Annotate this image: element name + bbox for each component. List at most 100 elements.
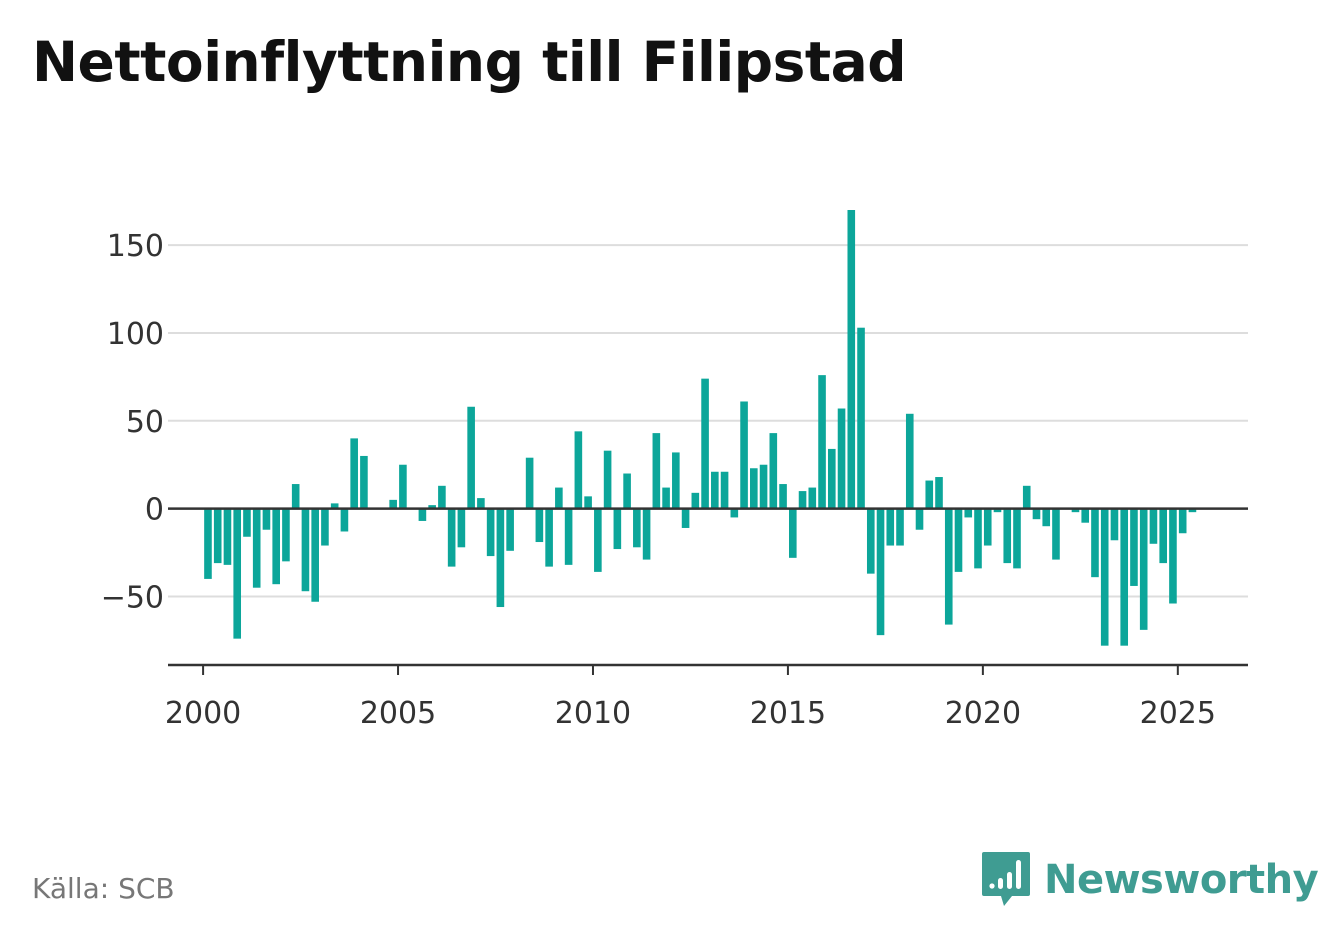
bar-2023-Q4 (1130, 508, 1138, 586)
bar-2000-Q2 (213, 508, 222, 564)
bar-2013-Q4 (740, 401, 748, 509)
bar-chart: −50 0 50 100 150 2000 2005 2010 2015 2020 2025 (101, 210, 1248, 731)
bar-2018-Q4 (935, 477, 943, 509)
bar-2020-Q3 (1003, 508, 1012, 564)
bar-2019-Q1 (944, 508, 953, 625)
bar-2020-Q2 (993, 508, 1002, 513)
bar-2007-Q2 (486, 508, 495, 557)
bar-2005-Q3 (418, 508, 427, 521)
bar-2021-Q3 (1042, 508, 1051, 527)
y-tick-label: 100 (107, 317, 164, 352)
bar-2011-Q3 (652, 433, 661, 509)
bar-2005-Q4 (428, 505, 436, 509)
bar-2014-Q1 (750, 468, 758, 509)
bar-2012-Q1 (672, 452, 680, 509)
bar-2019-Q2 (954, 508, 963, 572)
bar-2000-Q1 (204, 508, 212, 579)
bar-2003-Q3 (340, 508, 349, 532)
brand-name: Newsworthy (1044, 857, 1319, 903)
bar-2018-Q1 (905, 413, 914, 509)
bar-2023-Q1 (1100, 508, 1109, 646)
newsworthy-logo: Newsworthy (980, 850, 1319, 910)
bar-2019-Q3 (964, 508, 973, 518)
bar-2004-Q1 (360, 455, 368, 509)
bar-2017-Q2 (876, 508, 885, 636)
bar-2013-Q1 (711, 471, 719, 509)
bar-2006-Q2 (447, 508, 456, 567)
bar-2024-Q4 (1169, 508, 1177, 604)
bar-2008-Q3 (535, 508, 544, 543)
bar-2011-Q1 (633, 508, 641, 548)
bar-2002-Q4 (311, 508, 319, 602)
bar-2014-Q3 (769, 433, 778, 509)
bar-2018-Q3 (925, 480, 934, 509)
bar-2023-Q3 (1120, 508, 1129, 646)
bar-2014-Q4 (779, 484, 787, 509)
bar-2016-Q1 (827, 448, 836, 509)
bar-2001-Q1 (243, 508, 251, 537)
bar-2022-Q4 (1091, 508, 1099, 578)
y-tick-label: −50 (101, 580, 164, 615)
bar-2024-Q3 (1159, 508, 1167, 564)
bar-2002-Q3 (301, 508, 310, 592)
bar-2025-Q2 (1188, 508, 1197, 513)
bar-2021-Q1 (1022, 485, 1031, 509)
x-tick-label: 2025 (1140, 696, 1216, 731)
bar-2009-Q2 (564, 508, 573, 565)
bar-2019-Q4 (974, 508, 982, 569)
bar-2000-Q4 (233, 508, 242, 639)
bar-2015-Q4 (818, 375, 826, 509)
bar-2012-Q3 (691, 492, 700, 509)
bar-2001-Q4 (272, 508, 280, 585)
bar-2006-Q3 (457, 508, 466, 548)
bar-2010-Q1 (594, 508, 602, 572)
bar-2001-Q2 (252, 508, 261, 588)
x-tick-label: 2020 (945, 696, 1021, 731)
bar-2011-Q2 (642, 508, 651, 560)
bar-2002-Q2 (291, 484, 300, 509)
bar-2012-Q2 (681, 508, 690, 528)
bar-2010-Q4 (623, 473, 631, 509)
bar-2009-Q4 (584, 496, 592, 509)
bar-2006-Q4 (467, 406, 475, 509)
bar-2024-Q1 (1139, 508, 1148, 630)
bar-2021-Q4 (1052, 508, 1060, 560)
bar-2002-Q1 (282, 508, 290, 562)
bar-2020-Q4 (1013, 508, 1021, 569)
bar-2003-Q4 (350, 438, 358, 509)
bar-2009-Q1 (555, 487, 563, 509)
bar-2023-Q2 (1110, 508, 1119, 541)
bar-2016-Q2 (837, 408, 846, 509)
bar-2007-Q1 (477, 498, 485, 509)
bar-2024-Q2 (1149, 508, 1158, 544)
bar-2016-Q3 (847, 210, 856, 509)
source-label: Källa: SCB (32, 872, 175, 905)
bar-2008-Q2 (525, 457, 534, 509)
bar-2005-Q1 (399, 464, 407, 509)
bar-2001-Q3 (262, 508, 271, 530)
bar-2020-Q1 (983, 508, 992, 546)
bar-2021-Q2 (1032, 508, 1041, 520)
bar-2003-Q1 (321, 508, 329, 546)
x-tick-label: 2010 (555, 696, 631, 731)
bar-2010-Q3 (613, 508, 622, 550)
y-tick-label: 0 (145, 493, 164, 528)
bar-2007-Q3 (496, 508, 505, 608)
chart-title: Nettoinflyttning till Filipstad (32, 30, 907, 94)
bar-2018-Q2 (915, 508, 924, 530)
bar-2017-Q3 (886, 508, 895, 546)
bar-2007-Q4 (506, 508, 514, 551)
bar-2013-Q3 (730, 508, 739, 518)
tick-labels: −50 0 50 100 150 2000 2005 2010 2015 2020 2025 (101, 229, 1216, 731)
y-tick-label: 50 (126, 405, 164, 440)
bar-2003-Q2 (330, 503, 339, 509)
bar-2016-Q4 (857, 327, 865, 509)
bar-2000-Q3 (223, 508, 232, 565)
x-tick-label: 2015 (750, 696, 826, 731)
bar-2011-Q4 (662, 487, 670, 509)
bar-2022-Q3 (1081, 508, 1090, 523)
bar-2013-Q2 (720, 471, 729, 509)
bar-2017-Q1 (866, 508, 875, 574)
bar-2004-Q4 (389, 499, 397, 509)
bar-2022-Q2 (1071, 508, 1080, 513)
